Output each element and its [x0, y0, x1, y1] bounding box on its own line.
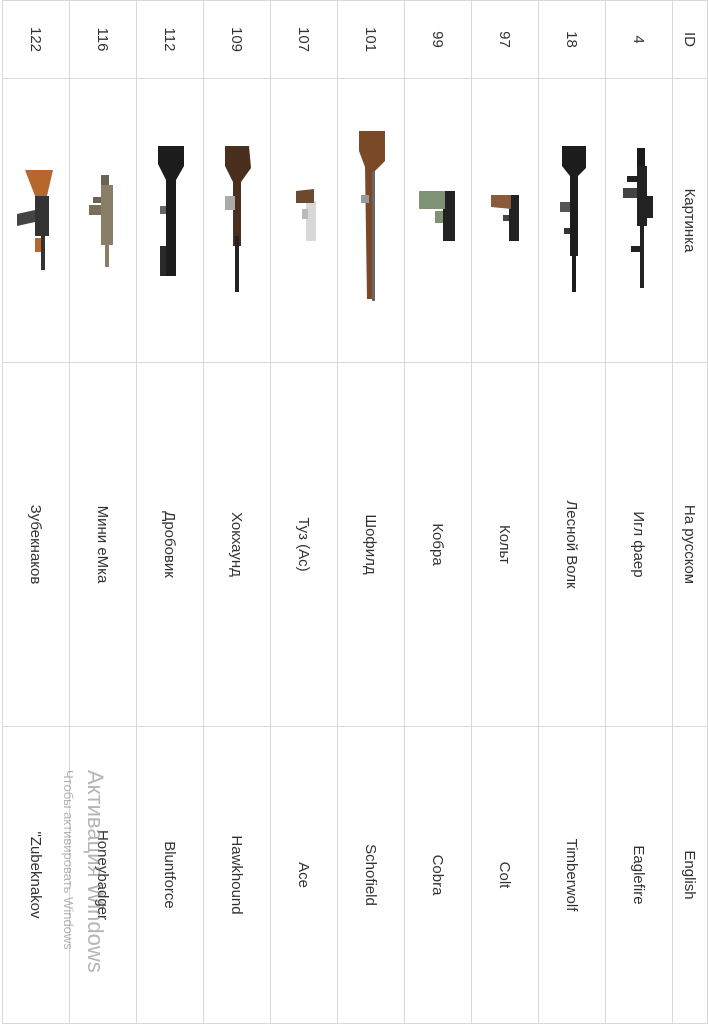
cell-russian: Мини еМка: [69, 362, 137, 727]
header-english: English: [672, 726, 708, 1024]
revolver-icon: [284, 79, 324, 362]
assault-rifle-icon: [619, 79, 659, 362]
cell-russian: Зубекнаков: [2, 362, 70, 727]
table-row: 99 Кобра Cobra: [404, 0, 472, 1024]
header-image: Картинка: [672, 78, 708, 363]
cell-english: Honeybadger: [69, 726, 137, 1024]
cell-image: [538, 78, 606, 363]
pistol-icon: [485, 79, 525, 362]
cell-russian: Хокхаунд: [203, 362, 271, 727]
cell-russian: Игл фаер: [605, 362, 673, 727]
cell-english: Eaglefire: [605, 726, 673, 1024]
cell-english: Colt: [471, 726, 539, 1024]
cell-image: [404, 78, 472, 363]
cell-image: [69, 78, 137, 363]
cell-english: Cobra: [404, 726, 472, 1024]
cell-english: Timberwolf: [538, 726, 606, 1024]
cell-id: 97: [471, 0, 539, 79]
cell-russian: Дробовик: [136, 362, 204, 727]
cell-image: [270, 78, 338, 363]
cell-id: 107: [270, 0, 338, 79]
cell-id: 99: [404, 0, 472, 79]
table-header-row: ID Картинка На русском English: [672, 0, 708, 1024]
cell-english: "Zubeknakov: [2, 726, 70, 1024]
cell-id: 18: [538, 0, 606, 79]
table-row: 122 Зубекнаков "Zubeknakov: [2, 0, 70, 1024]
pistol-icon: [415, 79, 461, 362]
smg-icon: [83, 79, 123, 362]
table-row: 4 Игл фаер Eaglefire: [605, 0, 673, 1024]
cell-image: [136, 78, 204, 363]
rifle-icon: [217, 79, 257, 362]
cell-id: 109: [203, 0, 271, 79]
table-row: 18 Лесной Волк Timberwolf: [538, 0, 606, 1024]
cell-image: [337, 78, 405, 363]
cell-image: [203, 78, 271, 363]
cell-english: Ace: [270, 726, 338, 1024]
cell-image: [471, 78, 539, 363]
table-row: 107 Туз (Ас) Ace: [270, 0, 338, 1024]
cell-id: 116: [69, 0, 137, 79]
cell-image: [605, 78, 673, 363]
shotgun-icon: [150, 79, 190, 362]
cell-russian: Лесной Волк: [538, 362, 606, 727]
cell-english: Hawkhound: [203, 726, 271, 1024]
header-russian: На русском: [672, 362, 708, 727]
cell-id: 122: [2, 0, 70, 79]
header-id: ID: [672, 0, 708, 79]
ak-rifle-icon: [13, 79, 59, 362]
table-row: 116 Мини еМка Honeybadger: [69, 0, 137, 1024]
cell-image: [2, 78, 70, 363]
table-row: 97 Кольт Colt: [471, 0, 539, 1024]
cell-english: Bluntforce: [136, 726, 204, 1024]
cell-english: Schofield: [337, 726, 405, 1024]
cell-id: 112: [136, 0, 204, 79]
table-row: 101 Шофилд Schofield: [337, 0, 405, 1024]
cell-russian: Шофилд: [337, 362, 405, 727]
cell-id: 101: [337, 0, 405, 79]
cell-id: 4: [605, 0, 673, 79]
cell-russian: Кольт: [471, 362, 539, 727]
sniper-rifle-icon: [552, 79, 592, 362]
cell-russian: Кобра: [404, 362, 472, 727]
table-row: 109 Хокхаунд Hawkhound: [203, 0, 271, 1024]
cell-russian: Туз (Ас): [270, 362, 338, 727]
rifle-icon: [353, 79, 389, 362]
table-row: 112 Дробовик Bluntforce: [136, 0, 204, 1024]
